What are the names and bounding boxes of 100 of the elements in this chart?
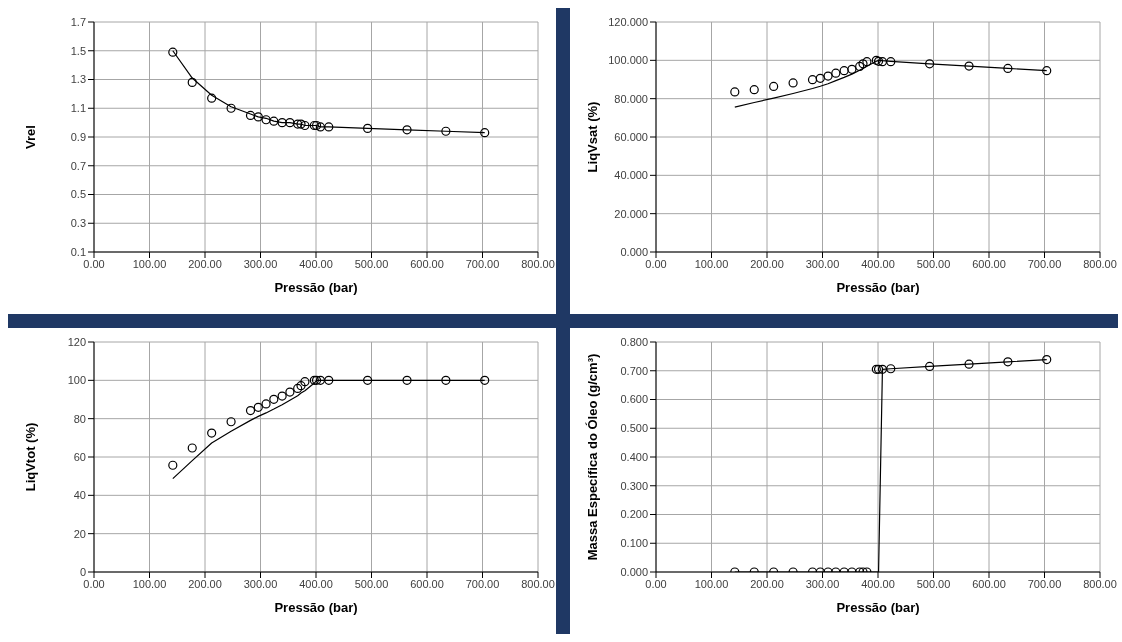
- x-tick-label: 500.00: [916, 577, 951, 590]
- x-tick-label: 100.00: [132, 577, 167, 590]
- point: [207, 93, 217, 103]
- point: [839, 66, 849, 76]
- y-tick-label: 120.000: [608, 15, 648, 28]
- point: [324, 375, 334, 385]
- point: [831, 68, 841, 78]
- point: [402, 125, 412, 135]
- x-tick-label: 600.00: [972, 257, 1006, 270]
- point: [253, 402, 263, 412]
- x-tick-label: 800.00: [521, 577, 555, 590]
- point: [187, 77, 197, 87]
- point: [847, 64, 857, 74]
- point: [1003, 63, 1013, 73]
- y-tick-label: 1.1: [70, 102, 86, 115]
- y-tick-label: 20: [73, 527, 86, 540]
- y-tick-label: 1.3: [70, 73, 86, 86]
- x-axis-title: Pressão (bar): [274, 600, 358, 615]
- point: [925, 59, 935, 69]
- point: [285, 118, 295, 128]
- x-tick-label: 100.00: [694, 257, 729, 270]
- x-tick-label: 800.00: [521, 257, 555, 270]
- point: [261, 115, 271, 125]
- y-tick-label: 0.300: [620, 479, 648, 492]
- y-tick-label: 120: [67, 335, 86, 348]
- x-tick-label: 200.00: [188, 257, 222, 270]
- y-tick-label: 0.000: [620, 565, 648, 578]
- point: [226, 103, 236, 113]
- x-tick-label: 500.00: [916, 257, 951, 270]
- point: [269, 394, 279, 404]
- y-tick-label: 0.600: [620, 393, 648, 406]
- point: [823, 71, 833, 81]
- x-tick-label: 700.00: [1027, 577, 1062, 590]
- y-tick-label: 0.1: [70, 245, 86, 258]
- point: [862, 57, 872, 67]
- x-tick-label: 200.00: [188, 577, 222, 590]
- x-tick-label: 800.00: [1083, 577, 1117, 590]
- y-tick-label: 0.200: [620, 508, 648, 521]
- point: [886, 364, 896, 374]
- y-tick-label: 80: [73, 412, 86, 425]
- point: [807, 75, 818, 85]
- point: [168, 460, 178, 470]
- x-tick-label: 500.00: [354, 257, 389, 270]
- x-tick-label: 400.00: [299, 257, 333, 270]
- point: [261, 399, 271, 409]
- point: [363, 375, 373, 385]
- point: [253, 112, 263, 122]
- point: [277, 118, 287, 128]
- point: [730, 87, 740, 97]
- x-axis-title: Pressão (bar): [274, 280, 358, 295]
- x-tick-label: 600.00: [410, 257, 444, 270]
- x-tick-label: 200.00: [750, 257, 784, 270]
- point: [324, 122, 334, 132]
- point: [1003, 357, 1013, 367]
- y-tick-label: 1.7: [70, 15, 86, 28]
- point: [300, 120, 310, 131]
- y-tick-label: 40.000: [614, 169, 648, 182]
- y-tick-label: 1.5: [70, 44, 86, 57]
- x-tick-label: 300.00: [805, 577, 840, 590]
- x-tick-label: 300.00: [243, 257, 278, 270]
- point: [441, 375, 451, 385]
- x-tick-label: 100.00: [132, 257, 167, 270]
- point: [168, 47, 178, 57]
- x-tick-label: 0.00: [645, 257, 667, 270]
- point: [363, 123, 373, 133]
- x-tick-label: 700.00: [1027, 257, 1062, 270]
- y-axis-title: LiqVsat (%): [584, 101, 600, 173]
- x-tick-label: 700.00: [465, 257, 500, 270]
- point: [315, 122, 326, 132]
- point: [815, 73, 825, 83]
- y-tick-label: 0.100: [620, 537, 648, 550]
- y-tick-label: 0.500: [620, 422, 648, 435]
- point: [315, 375, 326, 385]
- y-tick-label: 0.3: [70, 217, 86, 230]
- y-tick-label: 0: [79, 565, 86, 578]
- point: [269, 116, 279, 126]
- point: [1042, 66, 1052, 76]
- point: [480, 128, 490, 138]
- x-tick-label: 400.00: [861, 257, 895, 270]
- x-tick-label: 300.00: [243, 577, 278, 590]
- point: [925, 361, 935, 372]
- y-axis-title: Massa Específica do Óleo (g/cm³): [584, 353, 600, 561]
- x-tick-label: 400.00: [299, 577, 333, 590]
- x-axis-title: Pressão (bar): [836, 600, 920, 615]
- y-tick-label: 20.000: [614, 207, 648, 220]
- y-tick-label: 0.000: [620, 245, 648, 258]
- y-tick-label: 0.7: [70, 159, 86, 172]
- y-axis-title: LiqVtot (%): [22, 422, 38, 492]
- y-axis-title: Vrel: [22, 125, 38, 149]
- y-tick-label: 80.000: [614, 92, 648, 105]
- x-tick-label: 800.00: [1083, 257, 1117, 270]
- y-tick-label: 0.700: [620, 364, 648, 377]
- point: [788, 78, 798, 88]
- point: [964, 359, 974, 369]
- y-tick-label: 100.000: [608, 54, 648, 67]
- point: [877, 364, 888, 374]
- point: [769, 81, 779, 91]
- point: [277, 391, 287, 401]
- y-tick-label: 0.400: [620, 450, 648, 463]
- point: [207, 428, 217, 438]
